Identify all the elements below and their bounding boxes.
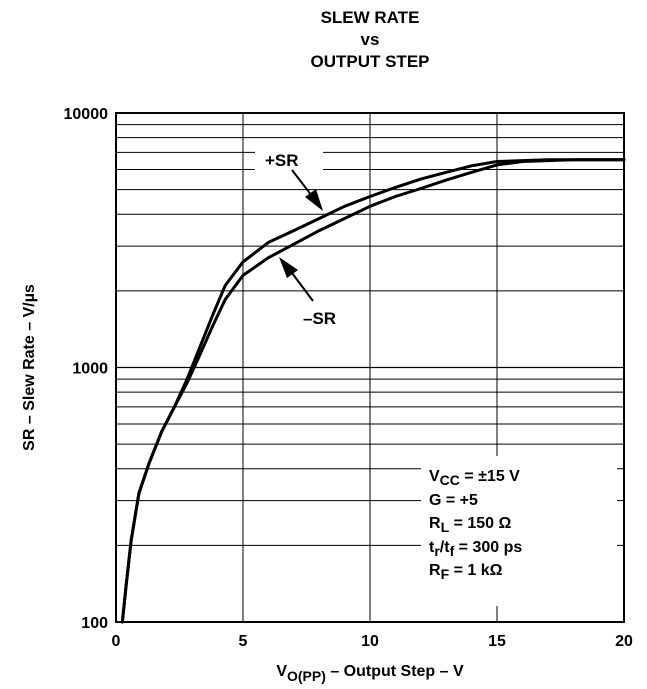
y-tick-label: 10000 [64,106,109,123]
chart-title-line-1: SLEW RATE [320,8,420,27]
condition-line: RL = 150 Ω [429,515,512,536]
chart-title-line-2: vs [360,30,380,49]
y-tick-label: 100 [81,615,108,632]
x-tick-label: 20 [615,633,633,650]
annotations: +SR –SR [255,145,617,606]
x-axis-label: VO(PP) – Output Step – V [276,663,464,684]
series-lines [120,158,626,624]
plus-sr-label-box [255,145,323,173]
plus-sr-arrow-shaft [291,169,313,197]
x-tick-label: 5 [239,633,248,650]
series-line-minus-sr [120,158,626,624]
plus-sr-label: +SR [265,151,299,170]
conditions-box [421,456,617,606]
x-tick-label: 10 [361,633,379,650]
minus-sr-arrow-shaft [291,272,314,302]
y-axis-label: SR – Slew Rate – V/µs [21,284,38,451]
condition-line: G = +5 [429,491,478,509]
minus-sr-label: –SR [303,309,336,328]
plot-frame [115,112,625,623]
minus-sr-arrowhead [279,257,298,278]
chart-title-line-3: OUTPUT STEP [310,52,430,71]
condition-line: tr/tf = 300 ps [429,538,523,559]
minus-sr-label-box [298,303,344,331]
condition-line: RF = 1 kΩ [429,562,503,583]
condition-line: VCC = ±15 V [429,468,520,489]
x-tick-label: 15 [488,633,506,650]
y-tick-label: 1000 [72,361,108,378]
tick-labels: 0 5 10 15 20 100 1000 10000 [64,106,634,650]
x-tick-label: 0 [112,633,121,650]
plus-sr-arrowhead [305,189,323,211]
